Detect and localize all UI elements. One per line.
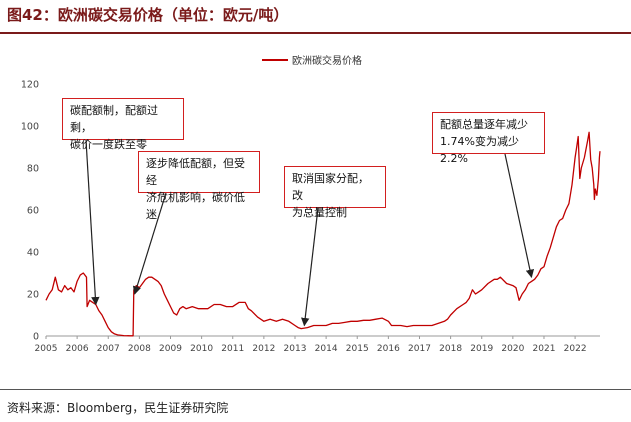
title-rule [0, 32, 631, 34]
y-tick-label: 120 [21, 80, 39, 91]
annotation-arrow-2 [132, 192, 167, 295]
annotation-arrow-1 [85, 139, 100, 306]
x-tick-label: 2006 [66, 344, 89, 354]
x-tick-label: 2008 [128, 344, 151, 354]
x-tick-label: 2016 [377, 344, 400, 354]
series-line-eu-carbon-price [45, 131, 601, 337]
source-note: 资料来源：Bloomberg，民生证券研究院 [7, 401, 229, 415]
annotation-box-3: 取消国家分配，改 为总量控制 [284, 166, 386, 219]
x-tick-label: 2012 [252, 344, 275, 354]
x-tick-label: 2009 [159, 344, 182, 354]
x-tick-label: 2010 [190, 344, 213, 354]
x-tick-label: 2019 [470, 344, 493, 354]
y-tick-label: 20 [27, 290, 39, 301]
x-tick-label: 2007 [97, 344, 120, 354]
annotation-arrow-4 [504, 153, 535, 279]
x-tick-label: 2017 [408, 344, 431, 354]
x-tick-label: 2013 [284, 344, 307, 354]
legend-label: 欧洲碳交易价格 [292, 54, 362, 67]
x-tick-label: 2011 [221, 344, 244, 354]
figure-title: 图42：欧洲碳交易价格（单位：欧元/吨） [7, 6, 289, 24]
x-tick-label: 2014 [315, 344, 338, 354]
annotation-box-4: 配额总量逐年减少 1.74%变为减少2.2% [432, 112, 545, 165]
x-tick-label: 2015 [346, 344, 369, 354]
y-tick-label: 0 [33, 332, 39, 343]
x-tick-label: 2018 [439, 344, 462, 354]
x-tick-label: 2021 [533, 344, 556, 354]
y-tick-label: 80 [27, 164, 39, 175]
x-tick-label: 2020 [501, 344, 524, 354]
annotation-box-2: 逐步降低配额，但受经 济危机影响，碳价低迷 [138, 151, 260, 221]
annotation-box-1: 碳配额制，配额过剩， 碳价一度跌至零 [62, 98, 184, 151]
y-tick-label: 60 [27, 206, 39, 217]
y-tick-label: 100 [21, 122, 39, 133]
x-tick-label: 2022 [564, 344, 587, 354]
y-tick-label: 40 [27, 248, 39, 259]
annotation-arrow-3 [301, 207, 319, 327]
source-rule [0, 389, 631, 390]
x-tick-label: 2005 [35, 344, 58, 354]
